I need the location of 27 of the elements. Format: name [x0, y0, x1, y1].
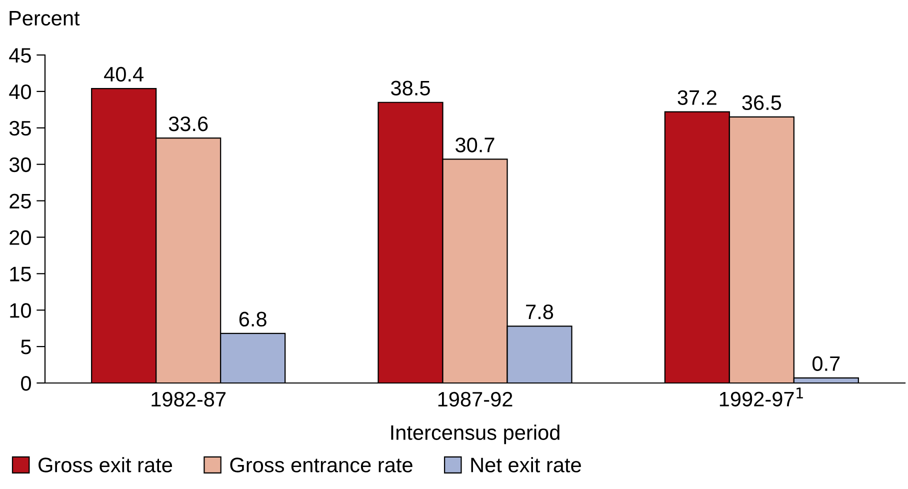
y-axis-title: Percent [10, 11, 80, 26]
x-axis-title: Intercensus period [391, 424, 560, 444]
data-label: 30.7 [456, 138, 494, 152]
y-tick-label: 30 [9, 157, 31, 172]
y-tick-label: 15 [10, 266, 31, 282]
legend-label: Gross exit rate [38, 457, 172, 472]
x-tick-label: 1992-97$^{1}$ [720, 388, 803, 406]
data-label: 37.2 [678, 90, 716, 105]
x-tick-label: 1987-92 [438, 392, 512, 407]
legend-label: Net exit rate [471, 457, 581, 472]
data-label: 7.8 [526, 304, 554, 320]
y-tick-label: 10 [10, 303, 31, 318]
y-tick-label: 45 [9, 48, 31, 63]
data-label: 0.7 [812, 356, 840, 371]
y-tick-label: 25 [10, 194, 31, 209]
x-tick-label: 1982-87 [152, 392, 226, 407]
data-label: 40.4 [104, 66, 144, 82]
y-tick-label: 40 [9, 84, 31, 100]
y-tick-label: 0 [21, 376, 31, 391]
y-tick-label: 5 [21, 340, 31, 354]
data-label: 36.5 [742, 95, 782, 110]
data-label: 38.5 [391, 80, 430, 96]
data-label: 6.8 [239, 312, 266, 327]
y-tick-label: 20 [10, 230, 31, 245]
y-tick-label: 35 [9, 120, 31, 136]
legend-label: Gross entrance rate [230, 458, 412, 472]
data-label: 33.6 [168, 116, 208, 132]
